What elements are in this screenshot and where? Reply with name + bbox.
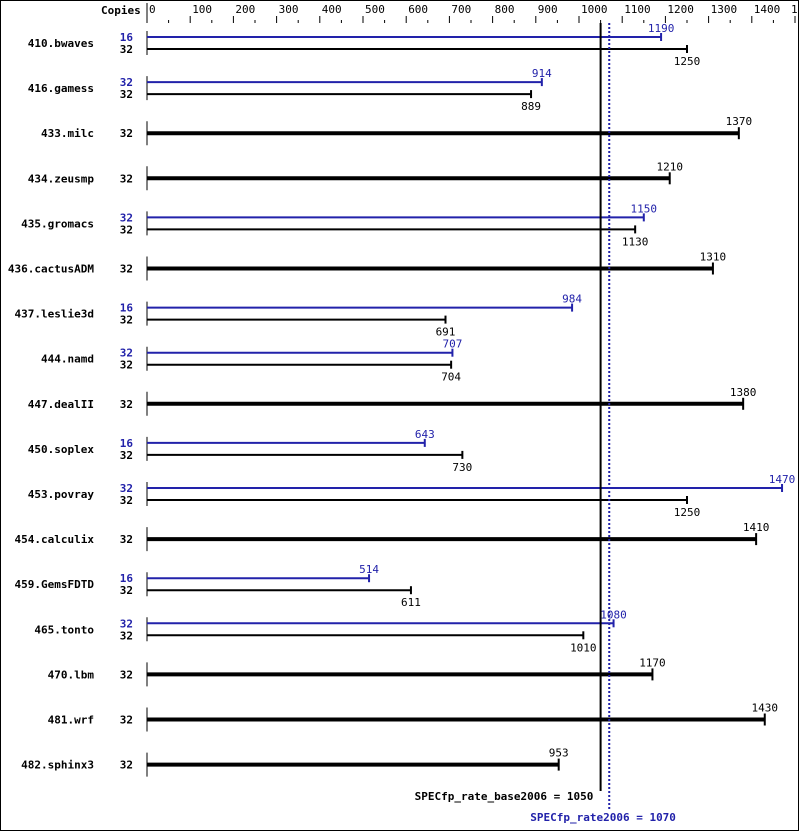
base-value: 889: [521, 100, 541, 113]
base-copies: 32: [120, 43, 133, 56]
base-value: 1010: [570, 641, 597, 654]
tick-label: 0: [149, 3, 156, 16]
peak-value: 514: [359, 563, 379, 576]
benchmark-label: 465.tonto: [34, 623, 94, 636]
peak-value: 643: [415, 428, 435, 441]
peak-copies: 16: [120, 31, 134, 44]
base-value: 691: [436, 326, 456, 339]
tick-label: 1100: [624, 3, 651, 16]
base-copies: 32: [120, 714, 133, 727]
base-copies: 32: [120, 449, 133, 462]
tick-label: 500: [365, 3, 385, 16]
tick-label: 1500: [791, 3, 798, 16]
benchmark-label: 436.cactusADM: [8, 263, 94, 276]
tick-label: 1400: [754, 3, 781, 16]
base-copies: 32: [120, 359, 133, 372]
peak-copies: 32: [120, 76, 133, 89]
benchmark-label: 433.milc: [41, 127, 94, 140]
tick-label: 1200: [667, 3, 694, 16]
peak-value: 984: [562, 293, 582, 306]
benchmark-label: 410.bwaves: [28, 37, 94, 50]
benchmark-label: 434.zeusmp: [28, 172, 95, 185]
base-reference-label: SPECfp_rate_base2006 = 1050: [415, 790, 594, 803]
benchmark-label: 435.gromacs: [21, 217, 94, 230]
tick-label: 700: [451, 3, 471, 16]
tick-label: 1000: [581, 3, 608, 16]
base-copies: 32: [120, 314, 133, 327]
benchmark-label: 416.gamess: [28, 82, 94, 95]
benchmark-label: 450.soplex: [28, 443, 95, 456]
base-value: 1380: [730, 386, 757, 399]
peak-value: 707: [442, 338, 462, 351]
base-copies: 32: [120, 88, 133, 101]
tick-label: 800: [495, 3, 515, 16]
peak-copies: 32: [120, 482, 133, 495]
base-value: 611: [401, 596, 421, 609]
peak-copies: 16: [120, 437, 134, 450]
benchmark-label: 454.calculix: [15, 533, 95, 546]
benchmark-label: 459.GemsFDTD: [15, 578, 95, 591]
base-value: 1170: [639, 656, 666, 669]
base-copies: 32: [120, 533, 133, 546]
base-value: 1310: [700, 251, 727, 264]
tick-label: 200: [235, 3, 255, 16]
base-value: 730: [452, 461, 472, 474]
benchmark-label: 481.wrf: [48, 714, 94, 727]
benchmark-label: 470.lbm: [48, 668, 95, 681]
base-value: 1130: [622, 235, 649, 248]
base-value: 1430: [752, 702, 779, 715]
peak-value: 1190: [648, 22, 675, 35]
peak-copies: 32: [120, 211, 133, 224]
peak-copies: 32: [120, 617, 133, 630]
base-copies: 32: [120, 263, 133, 276]
base-copies: 32: [120, 172, 133, 185]
peak-value: 1080: [600, 608, 627, 621]
tick-label: 300: [279, 3, 299, 16]
benchmark-label: 482.sphinx3: [21, 759, 94, 772]
benchmark-label: 447.dealII: [28, 398, 94, 411]
benchmark-label: 444.namd: [41, 353, 94, 366]
peak-value: 1470: [769, 473, 796, 486]
base-value: 1250: [674, 55, 701, 68]
base-value: 1370: [726, 115, 753, 128]
tick-label: 1300: [711, 3, 738, 16]
peak-copies: 16: [120, 572, 134, 585]
peak-copies: 16: [120, 302, 134, 315]
base-value: 1250: [674, 506, 701, 519]
tick-label: 100: [192, 3, 212, 16]
base-copies: 32: [120, 398, 133, 411]
peak-value: 1150: [631, 202, 658, 215]
peak-reference-label: SPECfp_rate2006 = 1070: [530, 811, 676, 824]
base-copies: 32: [120, 223, 133, 236]
base-copies: 32: [120, 759, 133, 772]
tick-label: 600: [408, 3, 428, 16]
base-value: 1210: [656, 160, 683, 173]
benchmark-label: 453.povray: [28, 488, 95, 501]
peak-value: 914: [532, 67, 552, 80]
base-value: 1410: [743, 521, 770, 534]
benchmark-label: 437.leslie3d: [15, 308, 94, 321]
base-copies: 32: [120, 494, 133, 507]
peak-copies: 32: [120, 347, 133, 360]
base-copies: 32: [120, 127, 133, 140]
tick-label: 400: [322, 3, 342, 16]
tick-label: 900: [538, 3, 558, 16]
base-value: 953: [549, 747, 569, 760]
base-copies: 32: [120, 668, 133, 681]
base-value: 704: [441, 371, 461, 384]
base-copies: 32: [120, 629, 133, 642]
base-copies: 32: [120, 584, 133, 597]
axis-label: Copies: [101, 4, 141, 17]
